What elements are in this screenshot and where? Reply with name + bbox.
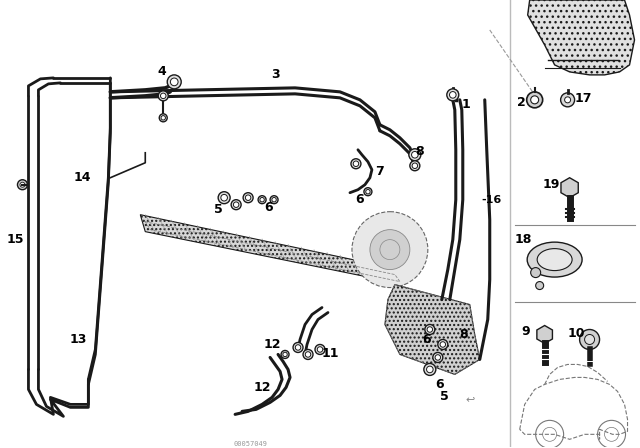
Text: 19: 19 <box>543 178 561 191</box>
Circle shape <box>449 91 456 98</box>
Circle shape <box>159 114 167 122</box>
Circle shape <box>231 200 241 210</box>
Polygon shape <box>140 215 405 284</box>
Polygon shape <box>385 284 480 375</box>
Circle shape <box>433 353 443 362</box>
Text: 6: 6 <box>422 333 431 346</box>
Circle shape <box>272 198 276 202</box>
Text: -16: -16 <box>482 195 502 205</box>
Circle shape <box>370 230 410 270</box>
Text: 8: 8 <box>460 328 468 341</box>
Circle shape <box>317 347 323 352</box>
Circle shape <box>426 366 433 373</box>
Text: 6: 6 <box>264 201 273 214</box>
Circle shape <box>447 89 459 101</box>
Circle shape <box>293 342 303 353</box>
Text: 12: 12 <box>263 338 281 351</box>
Circle shape <box>351 159 361 169</box>
Ellipse shape <box>537 249 572 271</box>
Text: 9: 9 <box>522 325 530 338</box>
Circle shape <box>243 193 253 202</box>
Text: 6: 6 <box>435 378 444 391</box>
Text: 00057049: 00057049 <box>233 441 267 447</box>
Circle shape <box>584 335 595 345</box>
Polygon shape <box>561 178 579 198</box>
Circle shape <box>536 281 543 289</box>
Text: 15: 15 <box>6 233 24 246</box>
Text: 6: 6 <box>356 193 364 206</box>
Circle shape <box>561 93 575 107</box>
Circle shape <box>218 192 230 204</box>
Circle shape <box>531 96 539 104</box>
Circle shape <box>281 350 289 358</box>
Circle shape <box>167 75 181 89</box>
Circle shape <box>161 116 165 120</box>
Text: 7: 7 <box>376 165 384 178</box>
Circle shape <box>425 324 435 335</box>
Text: 2: 2 <box>517 96 526 109</box>
Circle shape <box>365 190 370 194</box>
Text: 18: 18 <box>515 233 532 246</box>
Text: 5: 5 <box>214 203 223 216</box>
Polygon shape <box>537 326 552 344</box>
Circle shape <box>283 352 287 357</box>
Circle shape <box>161 93 166 99</box>
Circle shape <box>245 195 251 200</box>
Circle shape <box>440 342 445 347</box>
Circle shape <box>410 161 420 171</box>
Circle shape <box>260 198 264 202</box>
Text: 10: 10 <box>568 327 586 340</box>
Circle shape <box>303 349 313 359</box>
Text: 11: 11 <box>321 347 339 360</box>
Circle shape <box>258 196 266 204</box>
Text: 12: 12 <box>253 381 271 394</box>
Circle shape <box>438 340 448 349</box>
Circle shape <box>435 355 440 360</box>
Circle shape <box>234 202 239 207</box>
Text: 4: 4 <box>158 65 166 78</box>
Circle shape <box>315 345 325 354</box>
Circle shape <box>424 363 436 375</box>
Text: 1: 1 <box>461 99 470 112</box>
Circle shape <box>17 180 28 190</box>
Circle shape <box>412 151 418 158</box>
Circle shape <box>412 163 417 168</box>
Polygon shape <box>527 0 634 75</box>
Circle shape <box>305 352 311 357</box>
Circle shape <box>427 327 433 332</box>
Circle shape <box>527 92 543 108</box>
Circle shape <box>20 182 25 187</box>
Text: $\hookleftarrow$: $\hookleftarrow$ <box>463 394 476 405</box>
Circle shape <box>364 188 372 196</box>
Text: 14: 14 <box>74 171 91 184</box>
Circle shape <box>295 345 301 350</box>
Text: 17: 17 <box>575 92 593 105</box>
Circle shape <box>409 149 421 161</box>
Circle shape <box>158 91 168 101</box>
Ellipse shape <box>527 242 582 277</box>
Circle shape <box>564 97 571 103</box>
Circle shape <box>270 196 278 204</box>
Text: 8: 8 <box>415 145 424 158</box>
Circle shape <box>353 161 358 167</box>
Circle shape <box>221 194 227 201</box>
Circle shape <box>170 78 178 86</box>
Text: 3: 3 <box>271 69 280 82</box>
Circle shape <box>580 329 600 349</box>
Text: 5: 5 <box>440 390 449 403</box>
Text: 13: 13 <box>70 333 87 346</box>
Circle shape <box>531 267 541 278</box>
Circle shape <box>352 211 428 288</box>
